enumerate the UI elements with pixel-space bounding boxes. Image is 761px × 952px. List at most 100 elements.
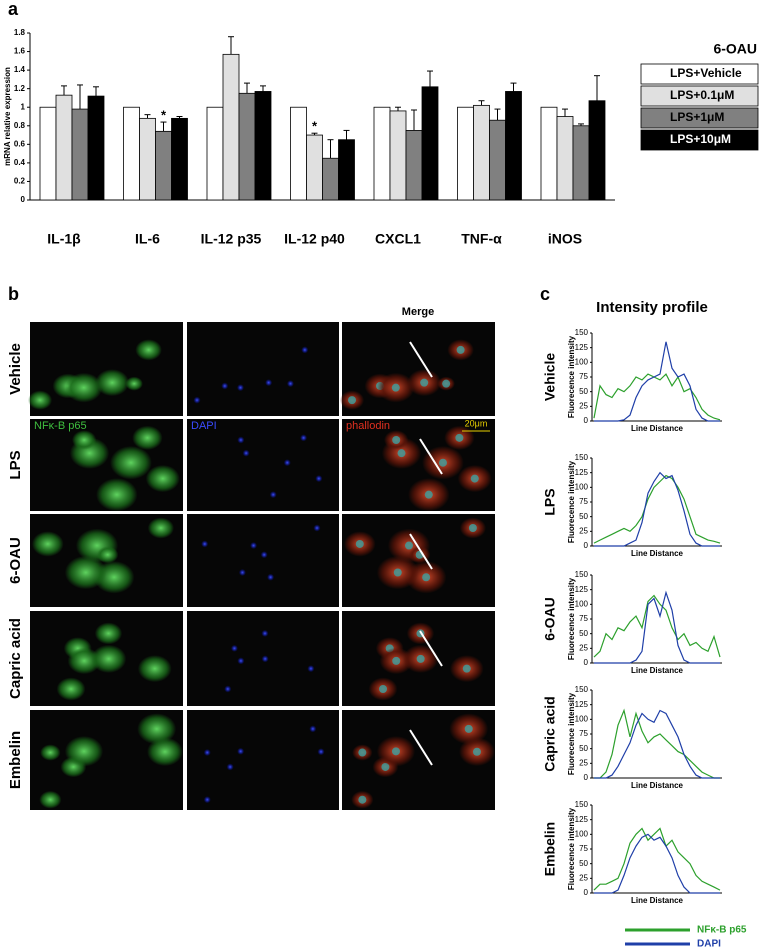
y-tick-label: 125 — [575, 468, 589, 477]
y-tick-label: 25 — [579, 526, 588, 535]
y-axis-label: Fluorecence intensity — [567, 460, 576, 543]
nucleus — [422, 573, 431, 582]
cell — [95, 369, 130, 397]
profile-line — [594, 709, 720, 779]
nucleus — [404, 541, 413, 550]
profile-line — [419, 630, 443, 667]
nucleus — [416, 654, 425, 663]
nucleus — [261, 629, 269, 637]
nucleus — [269, 491, 277, 499]
nucleus — [420, 378, 429, 387]
y-tick-label: 125 — [575, 585, 589, 594]
cell — [135, 339, 162, 361]
cell — [64, 555, 107, 590]
y-tick-label: 150 — [575, 453, 589, 462]
bar — [556, 116, 574, 201]
cell — [147, 517, 175, 539]
cell — [72, 430, 97, 450]
y-axis-label: mRNA relative expression — [3, 67, 12, 166]
nucleus — [470, 474, 479, 483]
nucleus — [315, 475, 323, 483]
bar — [155, 130, 172, 201]
nucleus — [472, 747, 481, 756]
y-tick-label: 75 — [579, 497, 588, 506]
nucleus — [455, 433, 464, 442]
y-tick-label: 150 — [575, 800, 589, 809]
bar — [505, 91, 522, 201]
nucleus — [230, 644, 238, 652]
row-label: Vehicle — [542, 353, 558, 401]
profile-line — [593, 594, 721, 658]
bar — [389, 110, 407, 201]
y-tick-label: 0 — [584, 416, 589, 425]
bar — [322, 157, 339, 201]
nucleus — [261, 655, 269, 663]
channel-label: NFκ-B p65 — [34, 420, 87, 432]
x-tick-label: iNOS — [548, 231, 582, 247]
bar — [71, 108, 89, 201]
legend-label: NFκ-B p65 — [697, 925, 747, 936]
profile-line — [593, 373, 721, 421]
y-tick-label: 25 — [579, 758, 588, 767]
panel-label: b — [8, 284, 19, 304]
y-tick-label: 25 — [579, 401, 588, 410]
y-tick-label: 50 — [579, 859, 588, 868]
panel-label: a — [8, 0, 19, 19]
cell — [27, 390, 53, 410]
nucleus — [203, 796, 211, 804]
y-axis-label: Fluorecence intensity — [567, 335, 576, 418]
y-tick-label: 75 — [579, 372, 588, 381]
cell — [110, 445, 152, 480]
bar — [139, 117, 156, 201]
profile-line — [594, 471, 720, 547]
x-tick-label: TNF-α — [461, 231, 502, 247]
bar — [254, 91, 272, 201]
x-axis-label: Line Distance — [631, 549, 684, 558]
nucleus — [313, 524, 321, 532]
profile-line — [409, 729, 433, 766]
legend-swatch — [640, 129, 759, 151]
row-label: LPS — [542, 488, 558, 515]
bar — [87, 95, 105, 201]
row-label: Vehicle — [7, 343, 24, 395]
y-tick-label: 0.8 — [14, 121, 26, 130]
panel-label: c — [540, 284, 550, 304]
nucleus — [391, 747, 400, 756]
y-tick-label: 0.4 — [14, 158, 26, 167]
cell — [31, 531, 64, 557]
cell — [64, 736, 104, 767]
nucleus — [242, 449, 250, 457]
y-tick-label: 1.2 — [14, 84, 26, 93]
row-label: Capric acid — [7, 618, 24, 699]
nucleus — [355, 539, 364, 548]
cell — [132, 425, 163, 450]
profile-line — [594, 590, 720, 664]
nucleus — [348, 396, 357, 405]
profile-line — [594, 708, 720, 779]
nucleus — [464, 724, 473, 733]
legend-swatch — [640, 63, 759, 85]
nucleus — [397, 449, 406, 458]
y-tick-label: 0.6 — [14, 139, 26, 148]
profile-line — [594, 341, 720, 422]
row-label: Embelin — [7, 731, 24, 789]
bar — [238, 92, 256, 201]
row-label: Capric acid — [542, 696, 558, 771]
nucleus — [317, 748, 325, 756]
y-tick-label: 50 — [579, 387, 588, 396]
legend-swatch — [640, 107, 759, 129]
legend-label: LPS+10μM — [670, 132, 731, 146]
x-tick-label: IL-6 — [135, 231, 160, 247]
nucleus — [424, 490, 433, 499]
channel-label: DAPI — [191, 420, 217, 432]
micrograph — [187, 419, 339, 511]
nucleus — [300, 434, 308, 442]
bar — [306, 134, 323, 201]
y-tick-label: 25 — [579, 643, 588, 652]
legend-title: 6-OAU — [713, 41, 757, 57]
y-tick-label: 75 — [579, 614, 588, 623]
y-tick-label: 125 — [575, 343, 589, 352]
bar — [123, 106, 140, 201]
bar — [338, 139, 355, 201]
